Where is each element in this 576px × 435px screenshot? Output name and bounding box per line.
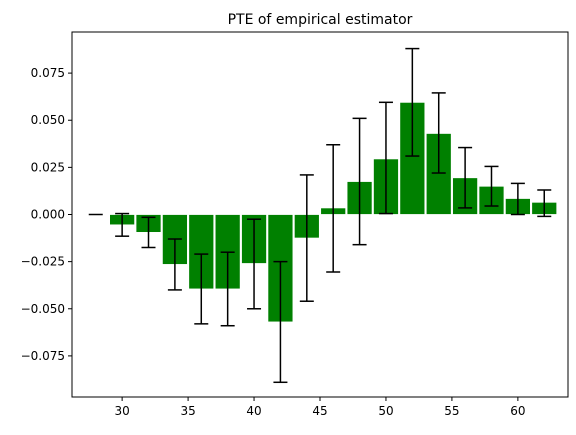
x-tick-label: 55 <box>444 404 459 418</box>
y-axis: −0.075 −0.050 −0.025 0.000 0.025 0.050 0.075 <box>21 66 72 363</box>
y-tick-label: 0.025 <box>31 160 65 174</box>
x-tick-label: 40 <box>246 404 261 418</box>
x-tick-label: 30 <box>114 404 129 418</box>
x-axis: 30 35 40 45 50 55 60 <box>114 397 526 418</box>
chart-title: PTE of empirical estimator <box>228 12 413 28</box>
error-bar-layer <box>88 47 552 384</box>
x-tick-label: 35 <box>180 404 195 418</box>
y-tick-label: −0.050 <box>21 302 65 316</box>
y-tick-label: 0.075 <box>31 66 65 80</box>
y-tick-label: −0.075 <box>21 349 65 363</box>
y-tick-label: 0.000 <box>31 208 65 222</box>
x-tick-label: 50 <box>378 404 393 418</box>
x-tick-label: 45 <box>312 404 327 418</box>
x-tick-label: 60 <box>510 404 525 418</box>
y-tick-label: 0.050 <box>31 113 65 127</box>
y-tick-label: −0.025 <box>21 255 65 269</box>
